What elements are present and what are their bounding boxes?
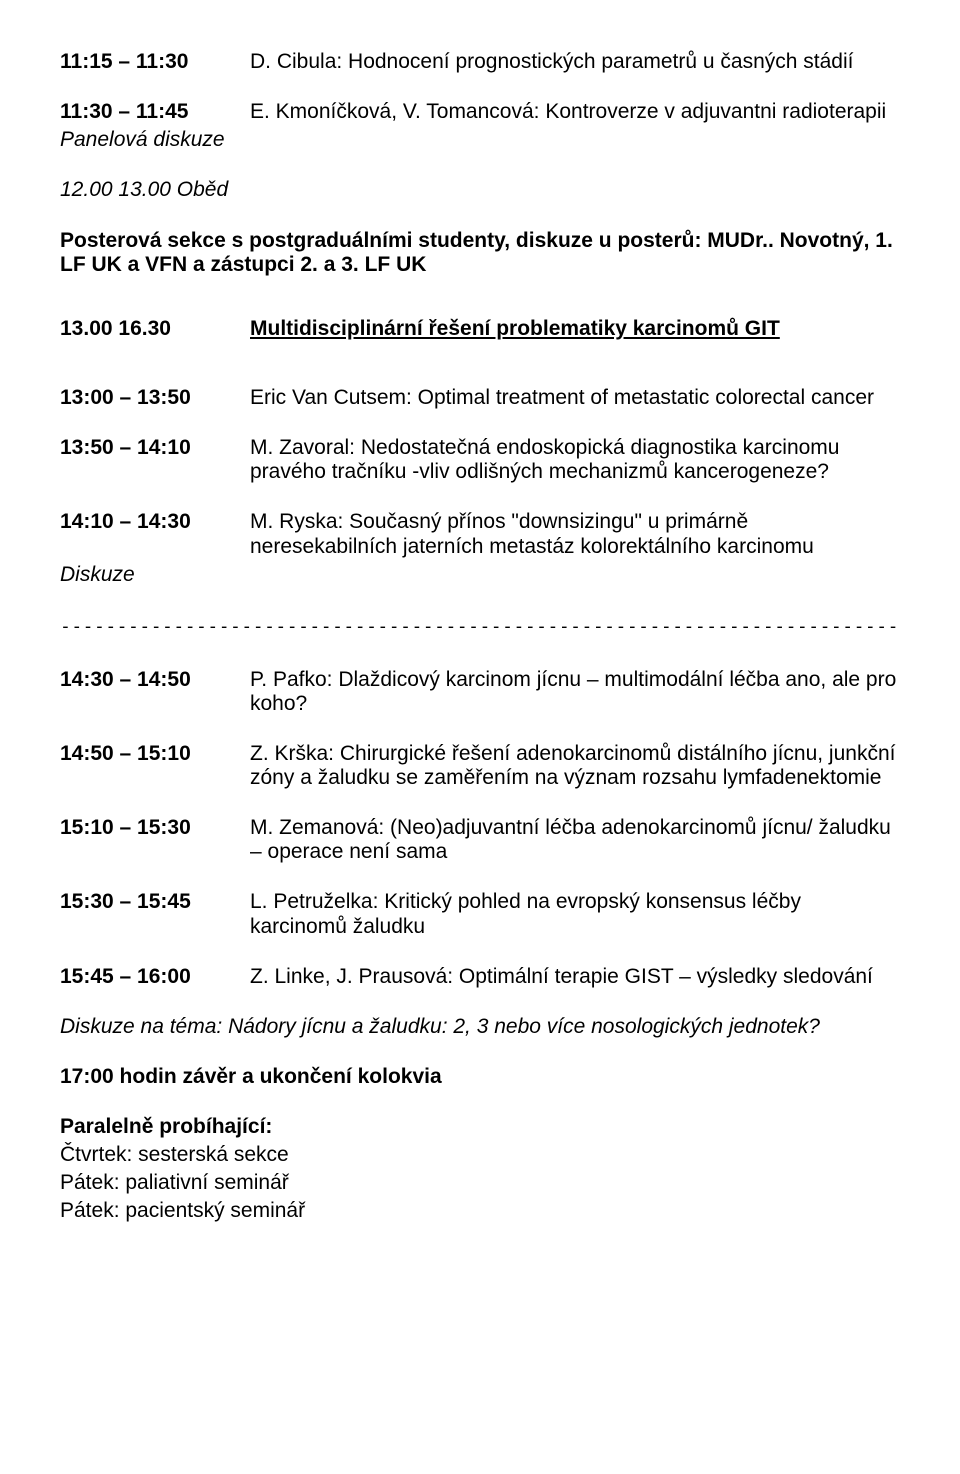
talk-description: D. Cibula: Hodnocení prognostických para…	[250, 50, 900, 74]
panel-discussion-label: Panelová diskuze	[60, 128, 900, 152]
talk-description: M. Zavoral: Nedostatečná endoskopická di…	[250, 436, 900, 484]
talk-description: E. Kmoníčková, V. Tomancová: Kontroverze…	[250, 100, 900, 124]
parallel-item: Pátek: pacientský seminář	[60, 1199, 900, 1223]
section-title: Multidisciplinární řešení problematiky k…	[250, 317, 900, 341]
schedule-row: 15:30 – 15:45 L. Petruželka: Kritický po…	[60, 890, 900, 938]
section-time: 13.00 16.30	[60, 317, 250, 341]
parallel-item: Pátek: paliativní seminář	[60, 1171, 900, 1195]
lunch-time: 12.00 13.00 Oběd	[60, 178, 900, 202]
time-label: 14:10 – 14:30	[60, 510, 250, 558]
schedule-row: 13:50 – 14:10 M. Zavoral: Nedostatečná e…	[60, 436, 900, 484]
time-label: 11:15 – 11:30	[60, 50, 250, 74]
talk-description: P. Pafko: Dlaždicový karcinom jícnu – mu…	[250, 668, 900, 716]
time-label: 11:30 – 11:45	[60, 100, 250, 124]
time-label: 15:45 – 16:00	[60, 965, 250, 989]
parallel-item: Čtvrtek: sesterská sekce	[60, 1143, 900, 1167]
schedule-row: 14:50 – 15:10 Z. Krška: Chirurgické řeše…	[60, 742, 900, 790]
time-label: 14:50 – 15:10	[60, 742, 250, 790]
diskuze-label: Diskuze	[60, 563, 900, 587]
talk-description: Eric Van Cutsem: Optimal treatment of me…	[250, 386, 900, 410]
schedule-row: 14:10 – 14:30 M. Ryska: Současný přínos …	[60, 510, 900, 558]
time-label: 13:00 – 13:50	[60, 386, 250, 410]
talk-description: Z. Linke, J. Prausová: Optimální terapie…	[250, 965, 900, 989]
closing-line: 17:00 hodin závěr a ukončení kolokvia	[60, 1065, 900, 1089]
time-label: 13:50 – 14:10	[60, 436, 250, 484]
talk-description: Z. Krška: Chirurgické řešení adenokarcin…	[250, 742, 900, 790]
schedule-row: 11:15 – 11:30 D. Cibula: Hodnocení progn…	[60, 50, 900, 74]
schedule-row: 13:00 – 13:50 Eric Van Cutsem: Optimal t…	[60, 386, 900, 410]
poster-section: Posterová sekce s postgraduálními studen…	[60, 229, 900, 277]
schedule-row: 14:30 – 14:50 P. Pafko: Dlaždicový karci…	[60, 668, 900, 716]
time-label: 15:30 – 15:45	[60, 890, 250, 938]
topic-discussion: Diskuze na téma: Nádory jícnu a žaludku:…	[60, 1015, 900, 1039]
parallel-heading: Paralelně probíhající:	[60, 1115, 900, 1139]
schedule-row: 15:10 – 15:30 M. Zemanová: (Neo)adjuvant…	[60, 816, 900, 864]
talk-description: M. Ryska: Současný přínos "downsizingu" …	[250, 510, 900, 558]
schedule-row: 11:30 – 11:45 E. Kmoníčková, V. Tomancov…	[60, 100, 900, 124]
section-divider: ----------------------------------------…	[60, 617, 900, 638]
schedule-row: 15:45 – 16:00 Z. Linke, J. Prausová: Opt…	[60, 965, 900, 989]
talk-description: M. Zemanová: (Neo)adjuvantní léčba adeno…	[250, 816, 900, 864]
time-label: 14:30 – 14:50	[60, 668, 250, 716]
talk-description: L. Petruželka: Kritický pohled na evrops…	[250, 890, 900, 938]
time-label: 15:10 – 15:30	[60, 816, 250, 864]
section-heading-row: 13.00 16.30 Multidisciplinární řešení pr…	[60, 317, 900, 341]
